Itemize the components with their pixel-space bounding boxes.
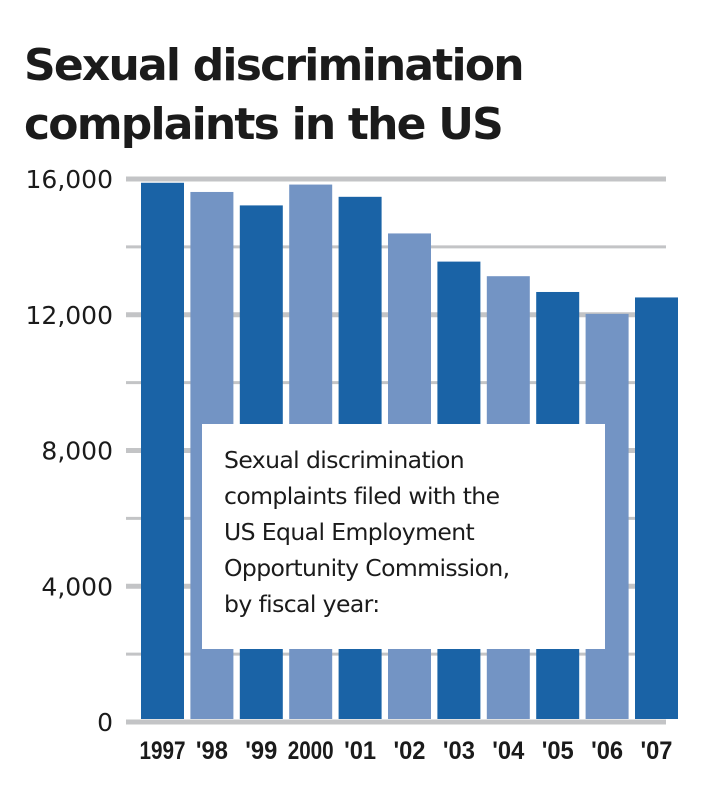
bar-07 (635, 297, 678, 719)
x-tick-label: '02 (394, 737, 426, 765)
x-tick-label: '06 (591, 737, 623, 765)
x-tick-label: '05 (542, 737, 574, 765)
x-axis-labels: 1997 '98 '99 2000 '01 '02 '03 '04 '05 '06 '07 (140, 737, 673, 765)
y-tick-label: 12,000 (26, 301, 113, 330)
chart-title-line-1: Sexual discrimination (24, 40, 525, 91)
x-tick-label: 2000 (288, 737, 334, 765)
chart-title-line-2: complaints in the US (24, 99, 504, 150)
x-tick-label: '07 (641, 737, 673, 765)
x-tick-label: '01 (344, 737, 376, 765)
chart-title: Sexual discrimination complaints in the … (24, 36, 525, 154)
y-tick-label: 4,000 (41, 572, 113, 601)
annotation-box: Sexual discrimination complaints filed w… (202, 424, 605, 649)
annotation-line: complaints filed with the (224, 482, 500, 510)
y-axis-labels: 0 4,000 8,000 12,000 16,000 (26, 165, 113, 737)
x-tick-label: '99 (245, 737, 277, 765)
y-tick-label: 0 (97, 708, 113, 737)
x-tick-label: '03 (443, 737, 475, 765)
annotation-line: by fiscal year: (224, 590, 380, 618)
annotation-line: US Equal Employment (224, 518, 475, 546)
x-tick-label: '04 (492, 737, 524, 765)
x-tick-label: 1997 (140, 737, 186, 765)
bar-1997 (141, 182, 184, 719)
y-tick-label: 8,000 (41, 437, 113, 466)
x-tick-label: '98 (196, 737, 228, 765)
annotation-line: Sexual discrimination (224, 446, 465, 474)
annotation-line: Opportunity Commission, (224, 554, 510, 582)
y-tick-label: 16,000 (26, 165, 113, 194)
